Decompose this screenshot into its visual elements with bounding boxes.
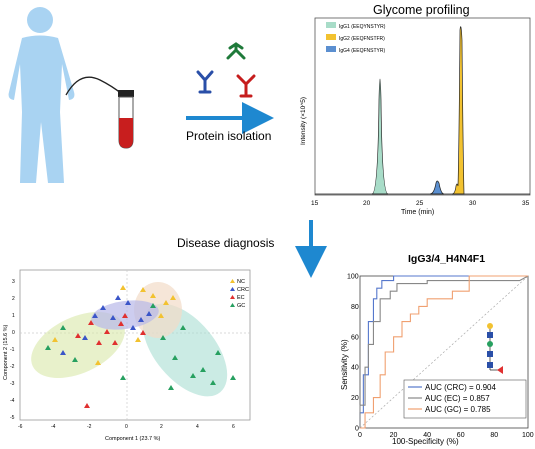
pca-xtick: -6 <box>18 424 23 430</box>
legend-igg2: IgG2 (EEQFNSTFR) <box>339 36 385 42</box>
chromatogram-xlabel: Time (min) <box>401 209 434 216</box>
pca-ytick: -2 <box>10 364 15 370</box>
roc-line-0 <box>359 275 528 428</box>
roc-ytick: 60 <box>351 334 359 341</box>
chromatogram-chart: IgG1 (EEQYNSTYR) IgG2 (EEQFNSTFR) IgG4 (… <box>300 17 531 216</box>
roc-xtick: 100 <box>522 432 534 439</box>
pca-legend-gc: GC <box>237 303 245 309</box>
roc-xtick: 20 <box>390 432 398 439</box>
antibody-green-icon <box>226 42 246 60</box>
pca-ytick: -3 <box>10 381 15 387</box>
pca-legend-nc: NC <box>237 279 245 285</box>
glycan-structure-icon <box>487 323 503 374</box>
roc-ytick: 20 <box>351 395 359 402</box>
legend-igg1: IgG1 (EEQYNSTYR) <box>339 24 386 30</box>
pca-xtick: 0 <box>125 424 128 430</box>
chromatogram-ylabel: Intensity (×10^5) <box>300 97 307 145</box>
roc-xtick: 60 <box>457 432 465 439</box>
roc-reference-diagonal <box>359 275 529 429</box>
chromatogram-xtick: 20 <box>363 200 371 207</box>
roc-line-1 <box>359 275 529 428</box>
pca-points <box>45 285 236 408</box>
pca-xtick: 6 <box>232 424 235 430</box>
pca-frame <box>19 269 251 421</box>
pca-xtick: 2 <box>160 424 163 430</box>
pca-xtick: -2 <box>87 424 92 430</box>
roc-title: IgG3/4_H4N4F1 <box>408 253 485 265</box>
roc-ytick: 80 <box>351 304 359 311</box>
roc-ytick: 0 <box>355 426 359 433</box>
pca-xtick: -4 <box>51 424 56 430</box>
roc-axes: 0 20 40 60 80 100 0 20 40 60 80 100 <box>347 274 534 440</box>
pca-ytick: 2 <box>12 296 15 302</box>
antibody-red-icon <box>236 74 256 98</box>
roc-ytick: 40 <box>351 365 359 372</box>
legend-swatch-igg4 <box>326 46 336 52</box>
roc-legend-ec: AUC (EC) = 0.857 <box>425 394 490 403</box>
pca-legend-crc: CRC <box>237 287 249 293</box>
chromatogram-xtick: 30 <box>469 200 477 207</box>
glycome-profiling-title: Glycome profiling <box>373 3 470 17</box>
pca-plot: NC CRC EC GC -6 -4 -2 0 2 4 6 3 2 1 0 -1… <box>3 269 251 442</box>
roc-ytick: 100 <box>347 274 359 281</box>
pca-ytick: 3 <box>12 279 15 285</box>
protein-isolation-label: Protein isolation <box>186 129 271 143</box>
pca-ytick: -5 <box>10 415 15 421</box>
roc-line-2 <box>360 275 528 429</box>
legend-swatch-igg1 <box>326 22 336 28</box>
ellipse-ec <box>31 311 125 379</box>
chromatogram-xtick: 15 <box>311 200 319 207</box>
blood-sample-tube-icon <box>65 76 134 149</box>
antibody-blue-icon <box>196 70 214 94</box>
pca-legend-ec: EC <box>237 295 245 301</box>
legend-igg4: IgG4 (EEQFNSTYR) <box>339 48 385 54</box>
roc-ylabel: Sensitivity (%) <box>340 339 349 390</box>
chromatogram-frame <box>314 17 531 196</box>
pca-ytick: 0 <box>12 330 15 336</box>
roc-xlabel: 100-Specificity (%) <box>392 437 459 446</box>
roc-xtick: 80 <box>490 432 498 439</box>
human-figure-icon <box>8 7 75 183</box>
roc-legend-gc: AUC (GC) = 0.785 <box>425 405 491 414</box>
peak-igg1 <box>371 78 389 195</box>
roc-xtick: 0 <box>358 432 362 439</box>
pca-xtick: 4 <box>196 424 199 430</box>
roc-xtick: 40 <box>423 432 431 439</box>
pca-ytick: -1 <box>10 347 15 353</box>
roc-lines <box>359 275 529 429</box>
pca-ytick: 1 <box>12 313 15 319</box>
disease-diagnosis-label: Disease diagnosis <box>177 236 274 250</box>
chromatogram-xtick: 25 <box>416 200 424 207</box>
peak-igg4 <box>429 180 445 195</box>
chromatogram-xtick: 35 <box>522 200 530 207</box>
pca-ylabel: Component 2 (15.6 %) <box>3 324 9 380</box>
pca-ytick: -4 <box>10 398 15 404</box>
roc-legend: AUC (CRC) = 0.904 AUC (EC) = 0.857 AUC (… <box>403 379 527 419</box>
legend-swatch-igg2 <box>326 34 336 40</box>
pca-xlabel: Component 1 (23.7 %) <box>105 436 161 442</box>
peak-igg2 <box>451 26 465 195</box>
roc-legend-crc: AUC (CRC) = 0.904 <box>425 383 496 392</box>
roc-chart: IgG3/4_H4N4F1 0 20 40 60 80 100 0 20 40 60 80 100 1… <box>340 253 534 446</box>
